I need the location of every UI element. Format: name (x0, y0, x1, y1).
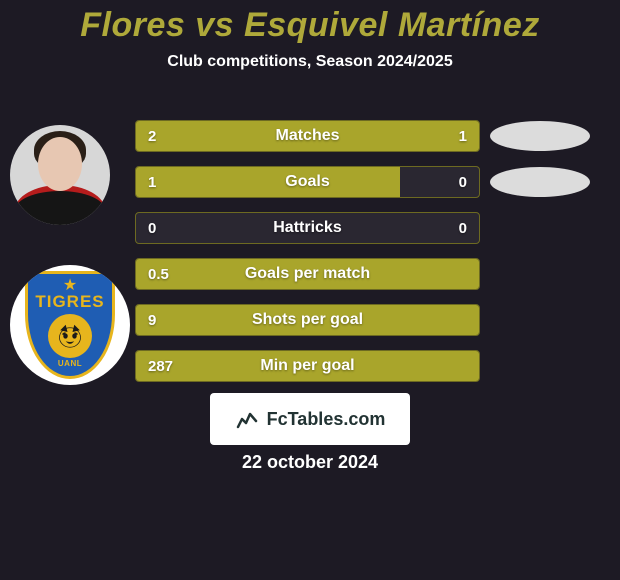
stat-row: 10Goals (135, 166, 480, 198)
club-badge: ★ TIGRES UANL (25, 271, 115, 379)
player-pill (490, 121, 590, 151)
page-title: Flores vs Esquivel Martínez (0, 0, 620, 45)
stat-row: 0.5Goals per match (135, 258, 480, 290)
tiger-icon (48, 314, 92, 358)
stats-chart: 21Matches 10Goals 00Hattricks 0.5Goals per … (135, 120, 480, 396)
player-avatar (10, 125, 110, 225)
title-player-right: Esquivel Martínez (244, 6, 540, 44)
stat-row: 21Matches (135, 120, 480, 152)
stat-label: Shots per goal (136, 305, 479, 335)
club-subname: UANL (58, 359, 82, 368)
subtitle: Club competitions, Season 2024/2025 (0, 53, 620, 71)
avatar-head (38, 137, 82, 191)
club-name: TIGRES (35, 292, 104, 312)
title-player-left: Flores (80, 6, 185, 44)
stat-row: 00Hattricks (135, 212, 480, 244)
brand-text: FcTables.com (267, 409, 386, 430)
stat-label: Matches (136, 121, 479, 151)
club-avatar: ★ TIGRES UANL (10, 265, 130, 385)
avatar-jersey (15, 185, 105, 225)
avatar-column: ★ TIGRES UANL (10, 125, 110, 385)
stat-row: 287Min per goal (135, 350, 480, 382)
brand-icon (235, 407, 259, 431)
stat-label: Min per goal (136, 351, 479, 381)
stat-label: Hattricks (136, 213, 479, 243)
brand-badge: FcTables.com (210, 393, 410, 445)
stat-row: 9Shots per goal (135, 304, 480, 336)
footer-date: 22 october 2024 (0, 452, 620, 473)
stat-label: Goals per match (136, 259, 479, 289)
title-vs: vs (195, 6, 234, 44)
player-pill (490, 167, 590, 197)
stat-label: Goals (136, 167, 479, 197)
